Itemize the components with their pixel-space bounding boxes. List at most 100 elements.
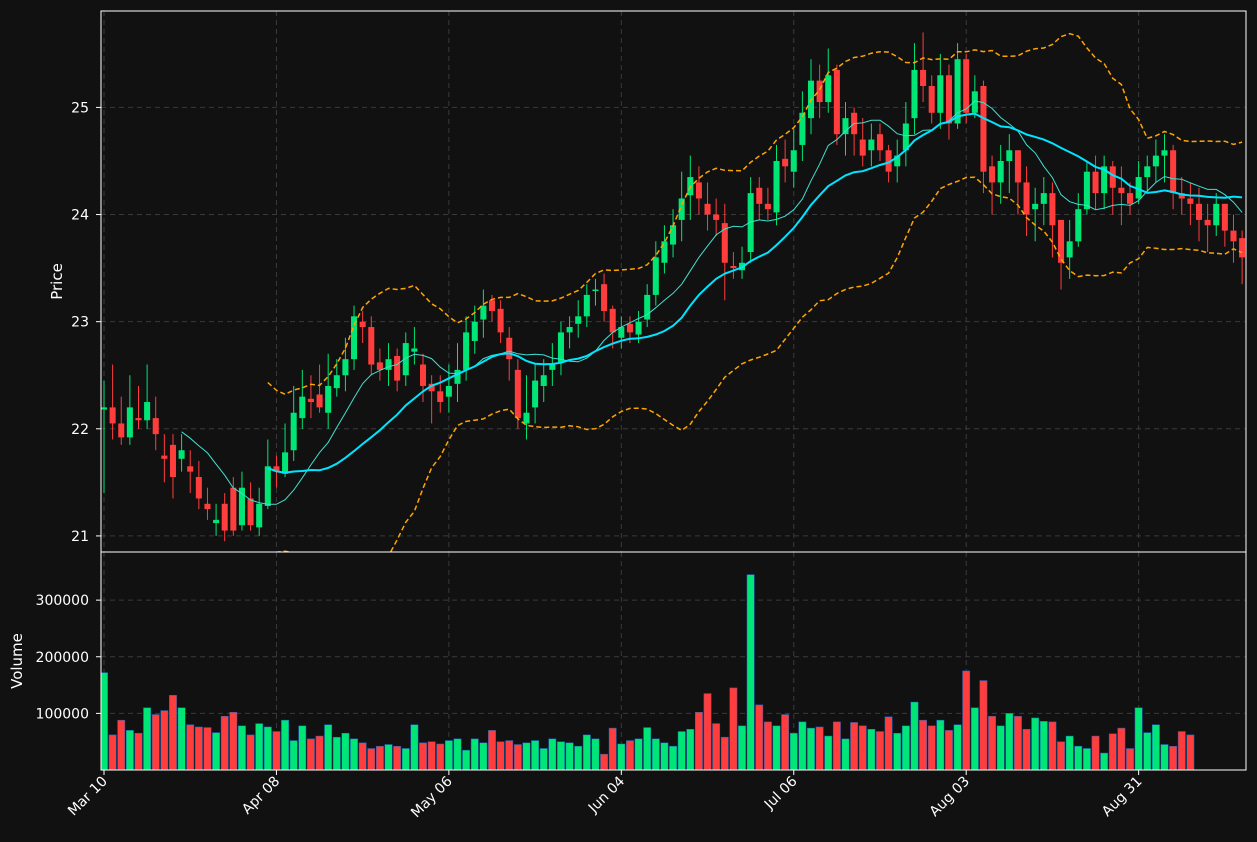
candle-body [963,59,970,113]
volume-bar [427,741,436,770]
volume-bar [1082,748,1091,770]
volume-bar [315,735,324,770]
candle-body [756,187,763,204]
bollinger-lower-line [273,176,1243,552]
candle-body [575,316,582,324]
candle-body [670,225,677,245]
volume-bar [453,738,462,770]
volume-bar [1074,745,1083,770]
volume-bar [350,738,358,770]
candle-body [152,418,159,435]
volume-bar [548,738,557,770]
volume-bar [212,732,221,770]
volume-bar [1039,721,1048,770]
candle-body [1178,193,1185,199]
volume-bar [686,728,695,770]
volume-bar [1117,727,1126,770]
candle-body [833,69,840,135]
candle-body [144,402,151,421]
moving-average-fast-line [181,100,1243,505]
candle-body [273,466,280,472]
volume-bar [574,745,583,770]
volume-bar [358,742,367,770]
volume-bar [367,748,376,770]
candle-body [618,327,625,338]
volume-bar [557,741,565,770]
volume-bar [401,748,410,770]
volume-bar [419,742,427,770]
volume-bar [832,721,841,770]
candle-body [566,327,573,333]
volume-bar [1065,735,1074,770]
candle-body [187,466,194,472]
candle-body [359,321,366,328]
candle-body [195,477,202,499]
candle-body [264,466,271,506]
candle-body [816,80,823,103]
candle-body [454,369,461,384]
candle-body [463,332,470,370]
volume-bar [1126,748,1134,770]
volume-axis-label: Volume [8,633,26,689]
candle-body [1152,155,1159,167]
candle-body [238,487,245,526]
volume-bar [884,716,893,770]
volume-bar [1177,731,1186,770]
candle-body [1126,193,1134,204]
candle-body [385,359,392,370]
price-axis-label: Price [48,263,66,300]
candle-body [825,75,832,103]
candle-body [876,134,883,151]
candle-body [782,158,789,167]
volume-bar [608,727,617,770]
candle-body [1032,203,1039,210]
volume-bar [117,719,126,770]
candle-body [101,407,108,410]
price-tick-label: 24 [71,208,89,224]
volume-bar [332,736,341,770]
candle-body [316,394,323,408]
volume-bar [1169,745,1178,770]
price-tick-label: 25 [71,100,89,116]
volume-bar [936,719,945,770]
candle-body [626,323,633,333]
candle-body [221,503,228,531]
volume-bar [738,725,746,770]
volume-bar [1186,734,1195,770]
candle-body [549,364,556,370]
volume-bar [203,727,212,770]
volume-bar [643,727,652,770]
candle-body [256,503,263,528]
volume-bar [600,753,608,770]
candle-body [971,91,978,113]
volume-bar [893,732,902,770]
volume-bar [703,693,712,770]
candle-body [635,321,642,335]
volume-bar [1014,715,1022,770]
volume-bar [470,738,479,770]
volume-bar [996,725,1005,770]
volume-bar [824,735,833,770]
volume-bar [522,742,531,770]
candle-body [1101,166,1108,194]
volume-bar [1091,735,1100,770]
candle-body [1161,150,1168,156]
volume-bar [1160,744,1169,770]
candle-body [299,396,306,419]
volume-bar [634,738,643,770]
volume-bar [462,749,471,770]
volume-bar [591,738,600,770]
price-tick-label: 22 [71,422,89,438]
candle-body [1187,198,1194,204]
volume-bar [617,743,626,770]
candle-body [644,294,651,320]
candle-body [342,359,349,376]
candle-body [204,503,211,510]
volume-bar [539,748,548,770]
candle-body [885,150,892,172]
candle-body [1221,203,1228,231]
candle-body [678,198,685,220]
volume-bar [858,725,867,770]
volume-bar [781,714,790,770]
candle-body [1135,177,1142,199]
